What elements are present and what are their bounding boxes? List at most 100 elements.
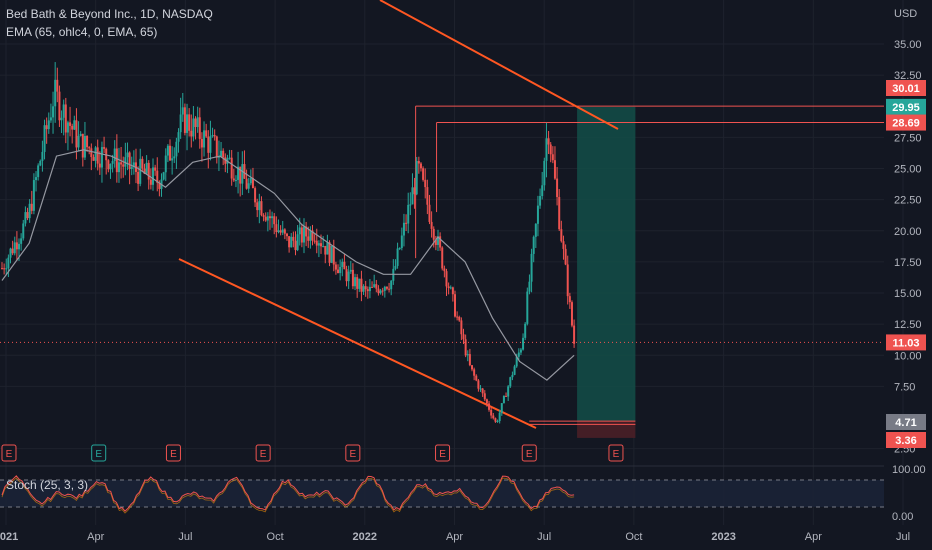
candle-body [407,204,410,224]
candle-body [88,147,91,149]
ema-legend[interactable]: EMA (65, ohlc4, 0, EMA, 65) [6,25,158,39]
candle-body [268,216,271,219]
candle-body [237,166,240,180]
candle-body [445,271,448,287]
candle-body [152,167,155,185]
candle-body [500,403,503,413]
candle-body [545,138,548,161]
candle-body [464,339,467,356]
x-tick-label: 2022 [353,531,377,543]
y-tick-label: 15.00 [894,288,922,300]
candle-body [1,268,3,270]
x-tick-label: 2023 [711,531,735,543]
candle-body [413,187,416,195]
candle-body [430,221,433,229]
candle-body [381,290,384,292]
x-tick-label: Jul [178,531,192,543]
candle-body [137,171,140,184]
candle-body [339,266,342,274]
candle-body [320,243,323,247]
candle-body [279,230,282,233]
candle-body [481,388,484,394]
candle-body [549,144,552,155]
candle-body [458,316,461,321]
candle-body [388,288,391,290]
candle-body [428,204,431,222]
candle-body [228,157,231,159]
candle-body [111,160,114,164]
candle-body [524,323,527,338]
candle-body [477,380,480,389]
price-tag [886,414,926,430]
stoch-d-line [1,477,575,514]
candle-body [405,222,408,224]
candle-body [128,152,131,170]
candle-body [213,135,216,137]
earnings-marker-label: E [260,449,267,460]
candle-body [11,248,14,254]
candle-body [75,120,78,148]
price-tag-label: 4.71 [895,417,916,429]
candle-body [305,226,308,237]
candle-body [26,212,29,219]
candle-body [241,164,244,184]
candle-body [194,118,197,128]
candle-body [264,216,267,221]
y-tick-label: 22.50 [894,195,922,207]
candle-body [166,145,169,156]
candle-body [249,178,252,184]
candle-body [475,375,478,381]
candle-body [145,162,148,174]
candle-body [173,156,176,159]
candle-body [239,166,242,184]
candle-body [324,246,327,255]
candle-body [354,277,357,287]
symbol-title[interactable]: Bed Bath & Beyond Inc., 1D, NASDAQ [6,7,213,21]
candle-body [356,277,359,289]
candle-body [488,403,491,410]
candle-body [553,160,556,179]
candle-body [377,288,380,294]
candle-body [349,269,352,272]
candle-body [56,79,59,92]
candle-body [24,212,27,224]
earnings-marker-label: E [613,449,620,460]
candle-body [409,204,412,206]
candle-body [509,377,512,387]
candle-body [230,157,233,179]
candle-body [326,242,329,255]
candle-body [522,337,525,350]
candle-body [86,136,89,148]
candle-body [547,138,550,145]
candle-body [451,287,454,295]
candle-body [283,229,286,234]
candle-body [530,253,533,282]
stop-zone [577,421,636,438]
candle-body [303,226,306,243]
candle-body [251,178,254,189]
y-tick-label: 25.00 [894,164,922,176]
candle-body [220,150,223,157]
candle-body [307,236,310,241]
candle-body [7,257,10,269]
candle-body [447,286,450,289]
candle-body [351,269,354,287]
x-tick-label: Jul [537,531,551,543]
candle-body [526,291,529,324]
stoch-legend[interactable]: Stoch (25, 3, 3) [6,478,89,492]
x-tick-label: Oct [267,531,284,543]
candle-body [313,240,316,242]
candle-body [103,147,106,149]
candle-body [260,201,263,216]
candle-body [534,223,537,237]
candle-body [454,294,457,317]
stoch-k-line [1,475,575,512]
candle-body [341,261,344,267]
candle-body [426,187,429,205]
earnings-marker-label: E [6,449,13,460]
candle-body [132,162,135,167]
candle-body [126,152,129,158]
candle-body [573,325,576,344]
candle-body [35,177,38,181]
